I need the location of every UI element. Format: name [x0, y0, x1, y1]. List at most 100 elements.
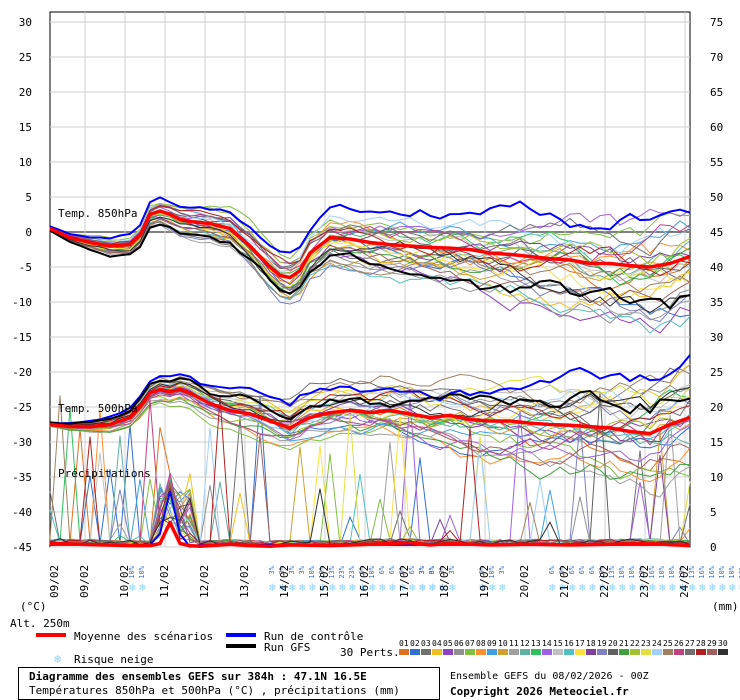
member-t850-line	[49, 220, 691, 334]
x-tick-label: 22/02	[598, 565, 611, 598]
snow-risk-value: 10%	[138, 565, 146, 578]
snow-risk-value: 10%	[128, 565, 136, 578]
x-tick-label: 09/02	[48, 565, 61, 598]
y-tick-right: 75	[710, 16, 723, 29]
snowflake-icon: ❄	[289, 581, 296, 594]
pert-swatch	[696, 649, 706, 655]
snow-risk-value: 10%	[658, 565, 666, 578]
x-tick-label: 19/02	[478, 565, 491, 598]
member-t850-line	[49, 216, 691, 291]
y-tick-right: 65	[710, 86, 723, 99]
x-tick-label: 11/02	[158, 565, 171, 598]
snow-risk-value: 3%	[278, 565, 286, 574]
member-t500-line	[49, 399, 691, 498]
snow-risk-value: 10%	[718, 565, 726, 578]
pert-number: 09	[487, 639, 497, 648]
snowflake-icon: ❄	[129, 581, 136, 594]
y-tick-right: 10	[710, 471, 723, 484]
pert-number: 29	[707, 639, 717, 648]
snowflake-icon: ❄	[659, 581, 666, 594]
mean-t850-line	[49, 209, 691, 280]
footer-title: Diagramme des ensembles GEFS sur 384h : …	[29, 670, 367, 683]
snow-risk-value: 6%	[398, 565, 406, 574]
snow-risk-value: 6%	[588, 565, 596, 574]
x-tick-label: 18/02	[438, 565, 451, 598]
x-tick-label: 12/02	[198, 565, 211, 598]
pert-swatch	[641, 649, 651, 655]
member-t850-line	[49, 205, 691, 277]
pert-number: 08	[476, 639, 486, 648]
control-t850-line	[49, 196, 691, 254]
snow-risk-value: 10%	[668, 565, 676, 578]
snow-risk-value: 6%	[378, 565, 386, 574]
pert-swatch	[718, 649, 728, 655]
y-tick-left: -15	[12, 331, 32, 344]
mean-t500-line	[49, 387, 691, 436]
snow-risk-value: 6%	[568, 565, 576, 574]
member-t500-line	[49, 395, 691, 438]
snow-risk-value: 10%	[598, 565, 606, 578]
pert-swatch	[597, 649, 607, 655]
pert-number: 12	[520, 639, 530, 648]
snowflake-icon: ❄	[399, 581, 406, 594]
legend-control-label: Run de contrôle	[264, 630, 363, 643]
y-tick-left: -40	[12, 506, 32, 519]
pert-number: 23	[641, 639, 651, 648]
snowflake-icon: ❄	[299, 581, 306, 594]
y-tick-left: -20	[12, 366, 32, 379]
pert-swatch	[586, 649, 596, 655]
snow-risk-value: 6%	[578, 565, 586, 574]
y-tick-left: -5	[19, 261, 32, 274]
snow-risk-row: 10%❄10%❄3%❄3%❄3%❄3%❄10%❄10%❄13%❄23%❄23%❄…	[128, 565, 740, 594]
snowflake-icon: ❄	[729, 581, 736, 594]
y-tick-left: -10	[12, 296, 32, 309]
snow-risk-value: 13%	[608, 565, 616, 578]
control-t500-line	[49, 354, 691, 425]
pert-number: 27	[685, 639, 695, 648]
snowflake-icon: ❄	[54, 652, 61, 666]
pert-swatch	[575, 649, 585, 655]
member-t850-line	[49, 216, 691, 314]
pert-swatch	[410, 649, 420, 655]
x-tick-label: 13/02	[238, 565, 251, 598]
pert-swatch	[399, 649, 409, 655]
x-axis-ticks: 09/02 09/02 10/02 11/02 12/02 13/02 14/02 15/02…	[48, 565, 691, 598]
mean-precip-line	[49, 520, 691, 549]
pert-swatch	[498, 649, 508, 655]
x-tick-label: 14/02	[278, 565, 291, 598]
snowflake-icon: ❄	[719, 581, 726, 594]
snow-risk-value: 6%	[478, 565, 486, 574]
snowflake-icon: ❄	[609, 581, 616, 594]
ylabel-left: (°C)	[20, 600, 47, 613]
snowflake-icon: ❄	[419, 581, 426, 594]
pert-swatch	[487, 649, 497, 655]
pert-number: 30	[718, 639, 728, 648]
y-tick-right: 30	[710, 331, 723, 344]
snow-risk-value: 6%	[358, 565, 366, 574]
member-t500-line	[49, 381, 691, 427]
member-t500-line	[49, 382, 691, 434]
snowflake-icon: ❄	[499, 581, 506, 594]
member-t500-line	[49, 397, 691, 480]
snow-risk-value: 6%	[558, 565, 566, 574]
member-t500-line	[49, 390, 691, 470]
run-label: Ensemble GEFS du 08/02/2026 - 00Z	[450, 671, 649, 682]
pert-number: 22	[630, 639, 640, 648]
pert-number: 20	[608, 639, 618, 648]
pert-swatch	[421, 649, 431, 655]
pert-swatch	[476, 649, 486, 655]
pert-number: 18	[586, 639, 596, 648]
x-tick-label: 21/02	[558, 565, 571, 598]
pert-number: 02	[410, 639, 420, 648]
y-tick-left: -35	[12, 471, 32, 484]
snow-risk-value: 10%	[488, 565, 496, 578]
pert-swatch	[454, 649, 464, 655]
snow-risk-value: 16%	[708, 565, 716, 578]
y-tick-right: 5	[710, 506, 717, 519]
y-tick-left: -25	[12, 401, 32, 414]
gfs-t850-line	[49, 223, 691, 310]
snow-risk-value: 3%	[498, 565, 506, 574]
y-tick-left: 20	[19, 86, 32, 99]
label-t500: Temp. 500hPa	[58, 402, 137, 415]
